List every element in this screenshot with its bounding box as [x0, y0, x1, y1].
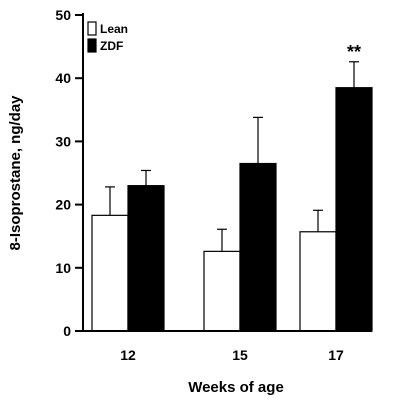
- y-tick-label: 20: [55, 197, 71, 213]
- legend-swatch-zdf: [87, 38, 97, 53]
- bar-zdf-17: [335, 87, 373, 332]
- bars: [91, 87, 373, 332]
- y-tick-label: 50: [55, 7, 71, 23]
- annotations: **: [347, 42, 361, 62]
- bar-zdf-15: [239, 162, 277, 332]
- x-tick-label: 17: [328, 347, 344, 363]
- bar-lean-15: [203, 250, 241, 332]
- y-axis-title: 8-Isoprostane, ng/day: [7, 95, 24, 251]
- legend: Lean ZDF: [87, 21, 128, 53]
- x-tick-label: 12: [120, 347, 136, 363]
- legend-swatch-lean: [87, 21, 97, 36]
- y-tick-label: 40: [55, 70, 71, 86]
- error-bars: [105, 61, 359, 252]
- x-tick-label: 15: [232, 347, 248, 363]
- legend-label-lean: Lean: [100, 22, 128, 36]
- y-axis-ticks: 0 10 20 30 40 50: [55, 7, 83, 339]
- x-tick-labels: 12 15 17: [120, 347, 344, 363]
- legend-label-zdf: ZDF: [100, 39, 123, 53]
- y-tick-label: 10: [55, 260, 71, 276]
- axes: [75, 13, 372, 332]
- x-axis-title: Weeks of age: [188, 379, 284, 396]
- bar-lean-12: [91, 214, 129, 332]
- y-tick-label: 30: [55, 133, 71, 149]
- bar-zdf-12: [127, 185, 165, 332]
- bar-lean-17: [299, 231, 337, 332]
- significance-annotation: **: [347, 42, 361, 62]
- y-tick-label: 0: [63, 323, 71, 339]
